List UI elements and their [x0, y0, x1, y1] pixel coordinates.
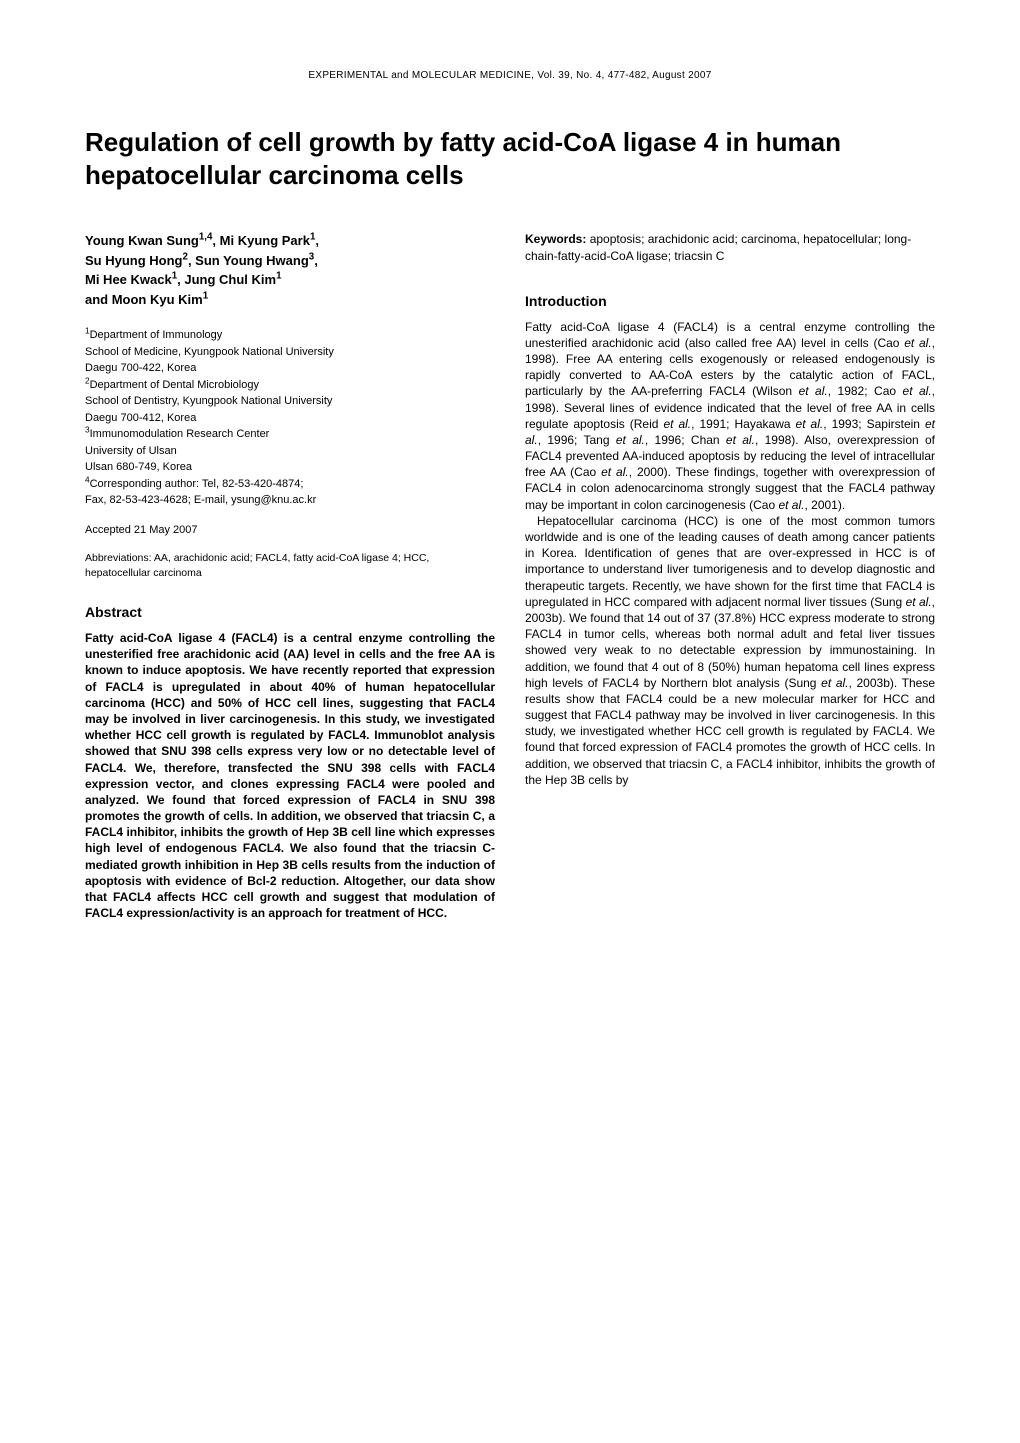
journal-header: EXPERIMENTAL and MOLECULAR MEDICINE, Vol…	[85, 70, 935, 81]
intro-paragraph-2: Hepatocellular carcinoma (HCC) is one of…	[525, 513, 935, 788]
keywords: Keywords: apoptosis; arachidonic acid; c…	[525, 231, 935, 265]
abstract-body: Fatty acid-CoA ligase 4 (FACL4) is a cen…	[85, 630, 495, 921]
two-column-layout: Young Kwan Sung1,4, Mi Kyung Park1,Su Hy…	[85, 231, 935, 921]
introduction-heading: Introduction	[525, 293, 935, 309]
abbreviations: Abbreviations: AA, arachidonic acid; FAC…	[85, 551, 495, 583]
right-column: Keywords: apoptosis; arachidonic acid; c…	[525, 231, 935, 921]
authors: Young Kwan Sung1,4, Mi Kyung Park1,Su Hy…	[85, 231, 495, 309]
left-column: Young Kwan Sung1,4, Mi Kyung Park1,Su Hy…	[85, 231, 495, 921]
intro-paragraph-1: Fatty acid-CoA ligase 4 (FACL4) is a cen…	[525, 319, 935, 513]
introduction-body: Fatty acid-CoA ligase 4 (FACL4) is a cen…	[525, 319, 935, 788]
keywords-label: Keywords:	[525, 232, 586, 246]
affiliations: 1Department of ImmunologySchool of Medic…	[85, 327, 495, 509]
accepted-date: Accepted 21 May 2007	[85, 524, 495, 536]
article-title: Regulation of cell growth by fatty acid-…	[85, 126, 935, 191]
abstract-heading: Abstract	[85, 604, 495, 620]
